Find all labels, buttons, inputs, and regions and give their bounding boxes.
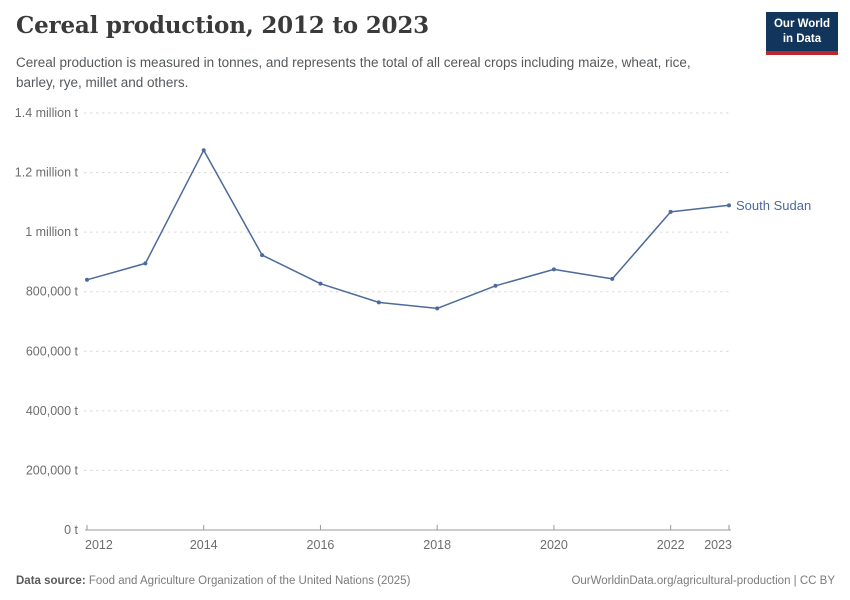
series-end-label: South Sudan [736,198,811,213]
x-axis-tick-label: 2014 [190,538,218,552]
data-point[interactable] [551,267,556,272]
data-point[interactable] [201,148,206,153]
data-point[interactable] [260,253,265,258]
chart-footer: Data source: Food and Agriculture Organi… [16,575,835,587]
x-axis-tick-label: 2012 [85,538,113,552]
data-point[interactable] [435,306,440,311]
data-source-label: Data source: [16,575,89,587]
owid-logo-line1: Our World [773,18,830,30]
data-point[interactable] [85,277,89,282]
data-point[interactable] [318,281,323,286]
data-point[interactable] [727,203,731,208]
data-source-text: Food and Agriculture Organization of the… [88,575,411,587]
y-axis-tick-label: 1 million t [25,225,78,239]
x-axis-tick-label: 2023 [704,538,732,552]
y-axis-tick-label: 400,000 t [26,404,79,418]
owid-logo-line2: in Data [782,32,822,45]
y-axis-tick-label: 1.2 million t [15,166,79,180]
y-axis-tick-label: 1.4 million t [15,106,79,120]
y-axis-tick-label: 800,000 t [26,285,79,299]
x-axis-tick-label: 2022 [657,538,685,552]
data-point[interactable] [143,261,148,266]
data-point[interactable] [493,283,498,288]
y-axis-tick-label: 600,000 t [26,344,79,358]
y-axis-tick-label: 200,000 t [26,463,79,477]
data-point[interactable] [376,300,381,305]
attribution-link[interactable]: OurWorldinData.org/agricultural-producti… [571,575,835,587]
x-axis-tick-label: 2018 [423,538,451,552]
data-point[interactable] [668,209,673,214]
x-axis-tick-label: 2016 [307,538,335,552]
chart-subtitle: Cereal production is measured in tonnes,… [16,55,691,90]
x-axis-tick-label: 2020 [540,538,568,552]
series-line[interactable] [86,149,730,310]
data-point[interactable] [610,276,615,281]
page-title: Cereal production, 2012 to 2023 [16,12,429,39]
y-axis-tick-label: 0 t [64,523,78,537]
data-source: Data source: Food and Agriculture Organi… [16,575,410,587]
owid-logo[interactable]: Our World in Data [765,12,838,55]
